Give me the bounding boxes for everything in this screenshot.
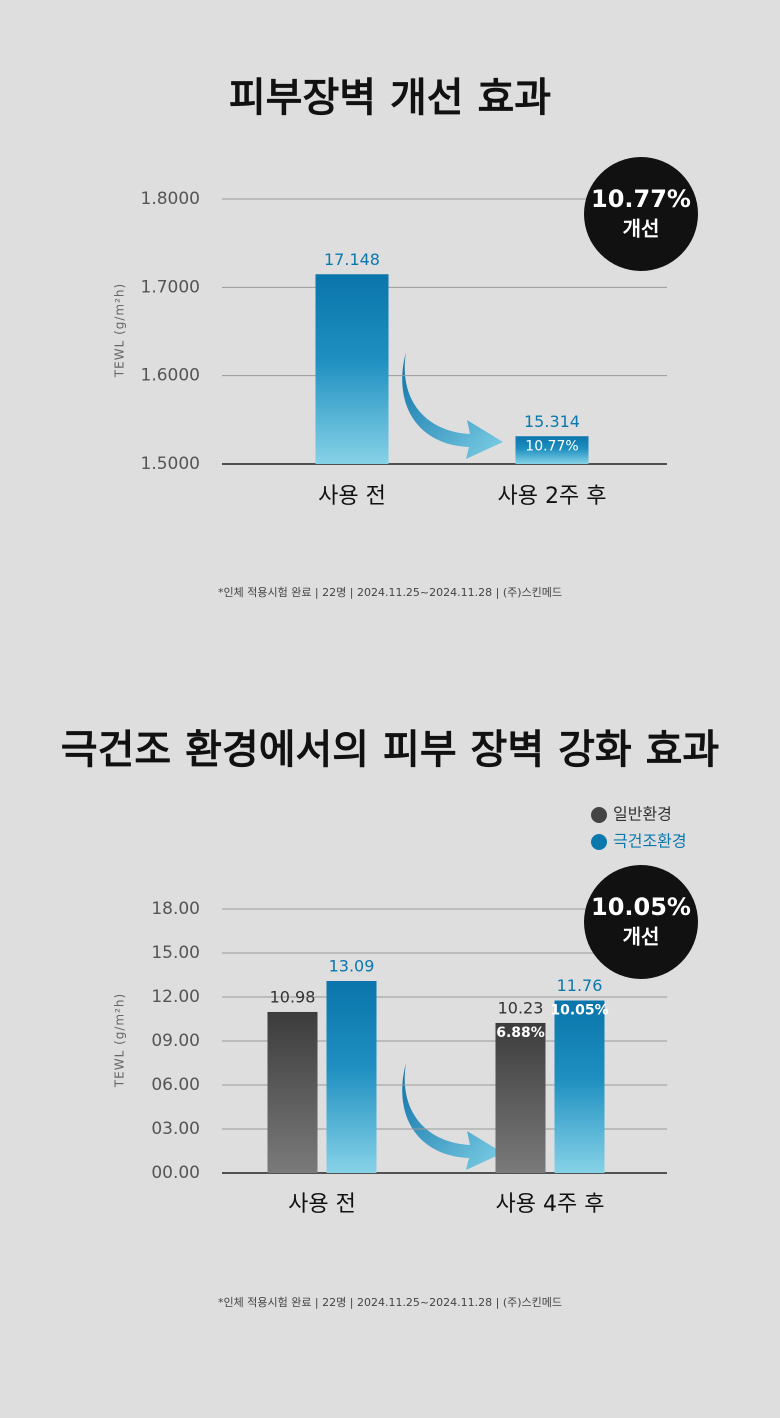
value-label: 17.148 (324, 250, 380, 269)
bar (515, 436, 589, 464)
badge (584, 157, 698, 271)
legend-label: 극건조환경 (613, 832, 687, 851)
x-tick-label: 사용 4주 후 (496, 1192, 605, 1217)
value-label: 10.98 (270, 987, 316, 1006)
y-tick-label: 1.6000 (141, 366, 200, 386)
bar-note: 10.05% (550, 1003, 608, 1019)
footnote: *인체 적용시험 완료 | 22명 | 2024.11.25~2024.11.2… (218, 1296, 562, 1309)
y-tick-label: 18.00 (151, 899, 200, 919)
y-tick-label: 15.00 (151, 943, 200, 963)
y-tick-label: 09.00 (151, 1031, 200, 1051)
y-axis-label: TEWL (g/m²h) (113, 283, 127, 378)
bar-note: 10.77% (525, 438, 578, 454)
y-tick-label: 06.00 (151, 1075, 200, 1095)
y-tick-label: 12.00 (151, 987, 200, 1007)
chart-title: 피부장벽 개선 효과 (229, 75, 551, 121)
footnote: *인체 적용시험 완료 | 22명 | 2024.11.25~2024.11.2… (218, 586, 562, 599)
arrow (402, 1063, 503, 1170)
badge-caption: 개선 (623, 217, 660, 241)
y-tick-label: 1.8000 (141, 189, 200, 209)
chart-title: 극건조 환경에서의 피부 장벽 강화 효과 (61, 727, 720, 773)
y-tick-label: 1.5000 (141, 454, 200, 474)
value-label: 10.23 (498, 998, 544, 1017)
badge (584, 865, 698, 979)
bar-note: 6.88% (496, 1025, 545, 1041)
x-tick-label: 사용 2주 후 (498, 484, 607, 509)
bar (326, 981, 377, 1173)
x-tick-label: 사용 전 (288, 1192, 356, 1217)
legend-label: 일반환경 (613, 805, 672, 824)
bar (495, 1022, 546, 1173)
y-tick-label: 00.00 (151, 1163, 200, 1183)
badge-value: 10.77% (591, 185, 691, 213)
y-tick-label: 03.00 (151, 1119, 200, 1139)
bar (267, 1011, 318, 1173)
value-label: 11.76 (557, 976, 603, 995)
arrow (402, 352, 503, 459)
value-label: 15.314 (524, 412, 580, 431)
badge-value: 10.05% (591, 893, 691, 921)
legend-marker (591, 834, 607, 850)
bar (554, 1000, 605, 1173)
y-tick-label: 1.7000 (141, 277, 200, 297)
y-axis-label: TEWL (g/m²h) (113, 993, 127, 1088)
legend-marker (591, 807, 607, 823)
x-tick-label: 사용 전 (318, 484, 386, 509)
badge-caption: 개선 (623, 925, 660, 949)
bar (315, 274, 389, 464)
value-label: 13.09 (329, 957, 375, 976)
